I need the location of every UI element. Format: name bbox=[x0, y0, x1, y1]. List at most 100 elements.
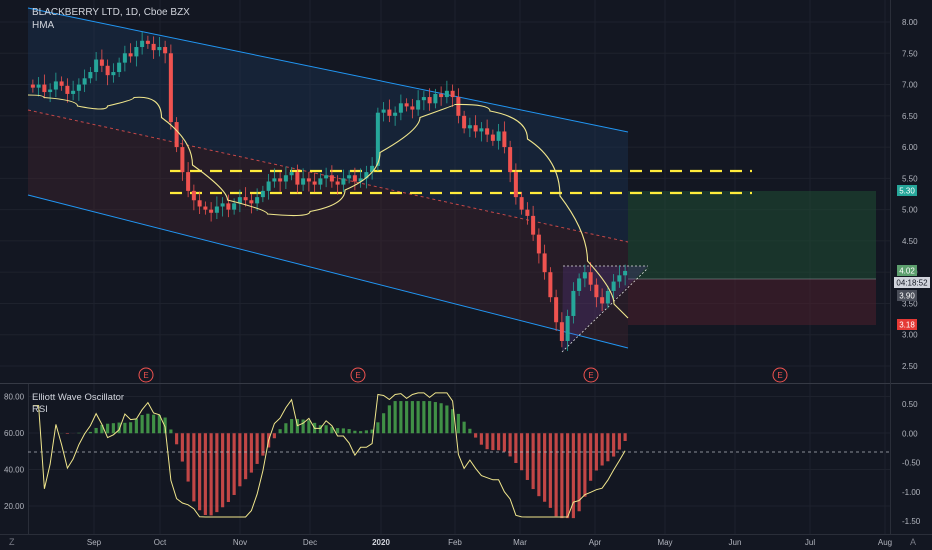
candle-body bbox=[157, 47, 162, 51]
price-tick-label: 5.50 bbox=[902, 174, 918, 183]
candle-body bbox=[134, 47, 139, 57]
candle-body bbox=[82, 78, 87, 85]
ewo-indicator-label[interactable]: Elliott Wave Oscillator bbox=[32, 392, 125, 403]
level-390-badge: 3.90 bbox=[897, 290, 917, 301]
candle-body bbox=[76, 84, 81, 91]
earnings-marker-label: E bbox=[777, 371, 782, 380]
candle-body bbox=[358, 178, 363, 182]
auto-scale-button[interactable]: A bbox=[910, 537, 917, 547]
candle-body bbox=[117, 62, 122, 73]
rsi-tick-label: 40.00 bbox=[4, 466, 25, 475]
candle-body bbox=[542, 253, 547, 273]
countdown-badge: 04:18:52 bbox=[894, 277, 930, 288]
zoom-corner-icon[interactable]: Z bbox=[9, 537, 15, 547]
candle-body bbox=[421, 97, 426, 101]
candle-body bbox=[312, 181, 317, 185]
candle-body bbox=[559, 322, 564, 341]
earnings-marker[interactable] bbox=[350, 367, 366, 383]
candle-body bbox=[565, 315, 570, 341]
candle-body bbox=[255, 197, 260, 204]
candle-body bbox=[186, 172, 191, 191]
candle-body bbox=[433, 93, 438, 104]
candle-body bbox=[548, 272, 553, 298]
candle-body bbox=[594, 284, 599, 298]
candle-body bbox=[444, 90, 449, 98]
ewo-histogram bbox=[60, 401, 627, 519]
rsi-tick-label: 80.00 bbox=[4, 393, 25, 402]
time-tick-label: Apr bbox=[589, 538, 602, 547]
time-axis[interactable]: Sep Oct Nov Dec 2020 Feb Mar Apr May Jun Jul Aug bbox=[0, 534, 932, 548]
candle-body bbox=[145, 40, 150, 44]
stop-badge-label: 3.18 bbox=[899, 321, 915, 330]
candle-body bbox=[462, 115, 467, 129]
earnings-marker[interactable] bbox=[138, 367, 154, 383]
candle-body bbox=[588, 272, 593, 285]
candle-body bbox=[214, 206, 219, 213]
ewo-axis[interactable]: 0.50 0.00 -0.50 -1.00 -1.50 bbox=[902, 400, 921, 526]
candle-body bbox=[122, 53, 127, 63]
candle-body bbox=[48, 89, 53, 93]
time-tick-label: Mar bbox=[513, 538, 527, 547]
rsi-axis: 80.00 60.00 40.00 20.00 bbox=[4, 393, 25, 512]
candle-body bbox=[42, 84, 47, 93]
hma-line bbox=[27, 94, 629, 319]
candle-body bbox=[174, 122, 179, 148]
candle-body bbox=[502, 131, 507, 148]
candle-body bbox=[168, 53, 173, 123]
candle-body bbox=[531, 215, 536, 235]
current-price-badge: 4.02 bbox=[897, 265, 917, 276]
hma-indicator-label[interactable]: HMA bbox=[32, 20, 55, 31]
candle-body bbox=[220, 203, 225, 207]
candle-body bbox=[65, 85, 70, 94]
time-tick-label: 2020 bbox=[372, 538, 390, 547]
candle-body bbox=[375, 112, 380, 166]
candle-body bbox=[410, 106, 415, 110]
earnings-marker[interactable] bbox=[583, 367, 599, 383]
candle-body bbox=[306, 178, 311, 182]
candle-body bbox=[163, 47, 168, 54]
candle-body bbox=[456, 97, 461, 116]
ewo-tick-label: 0.50 bbox=[902, 400, 918, 409]
candle-body bbox=[485, 128, 490, 135]
candle-body bbox=[295, 172, 300, 185]
rsi-tick-label: 20.00 bbox=[4, 502, 25, 511]
candle-body bbox=[582, 272, 587, 279]
rsi-line bbox=[32, 392, 626, 518]
candle-body bbox=[577, 278, 582, 291]
price-tick-label: 3.50 bbox=[902, 299, 918, 308]
candle-body bbox=[151, 43, 156, 51]
candle-body bbox=[272, 178, 277, 182]
earnings-marker[interactable] bbox=[772, 367, 788, 383]
candle-body bbox=[324, 175, 329, 179]
ewo-tick-label: -0.50 bbox=[902, 459, 921, 468]
candle-body bbox=[197, 200, 202, 207]
candle-body bbox=[605, 290, 610, 304]
target-badge-label: 5.30 bbox=[899, 187, 915, 196]
time-tick-label: Oct bbox=[154, 538, 167, 547]
price-tick-label: 8.00 bbox=[902, 18, 918, 27]
earnings-marker-label: E bbox=[588, 371, 593, 380]
channel-upper-line bbox=[27, 7, 629, 133]
symbol-title[interactable]: BLACKBERRY LTD, 1D, Cboe BZX bbox=[32, 7, 190, 18]
candle-body bbox=[243, 197, 248, 201]
candle-body bbox=[352, 175, 357, 182]
candle-body bbox=[59, 81, 64, 86]
target-zone bbox=[628, 191, 876, 279]
candle-body bbox=[347, 175, 352, 179]
candle-body bbox=[554, 297, 559, 323]
candle-body bbox=[496, 131, 501, 141]
time-tick-label: Feb bbox=[448, 538, 462, 547]
ewo-tick-label: -1.50 bbox=[902, 517, 921, 526]
time-tick-label: May bbox=[657, 538, 672, 547]
candle-body bbox=[341, 178, 346, 185]
rsi-indicator-label[interactable]: RSI bbox=[32, 404, 48, 415]
stop-zone bbox=[628, 279, 876, 325]
ewo-tick-label: -1.00 bbox=[902, 488, 921, 497]
candle-body bbox=[249, 200, 254, 204]
price-tick-label: 7.50 bbox=[902, 49, 918, 58]
candle-body bbox=[623, 270, 628, 276]
candle-body bbox=[398, 103, 403, 113]
rsi-tick-label: 60.00 bbox=[4, 429, 25, 438]
